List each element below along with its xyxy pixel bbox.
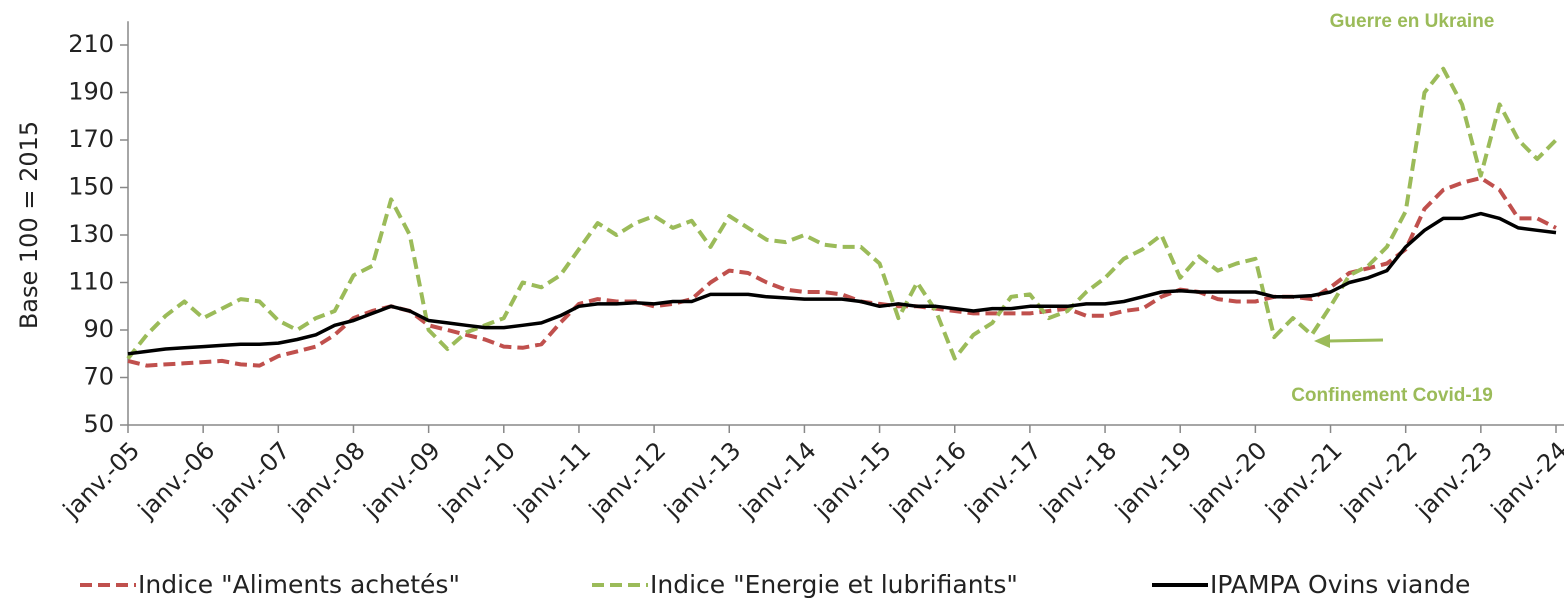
y-tick-label: 50 — [83, 410, 114, 438]
x-tick-label: janv.-13 — [658, 436, 746, 524]
annotation: Confinement Covid-19 — [1291, 385, 1493, 406]
x-tick-label: janv.-07 — [207, 436, 295, 524]
y-tick-label: 130 — [68, 220, 114, 248]
x-tick-label: janv.-09 — [358, 436, 446, 524]
x-tick-label: janv.-08 — [282, 436, 370, 524]
annotation-arrowhead — [1314, 334, 1330, 348]
x-tick-label: janv.-19 — [1109, 436, 1197, 524]
x-tick-label: janv.-15 — [809, 436, 897, 524]
series-line — [126, 66, 1558, 361]
legend-label: IPAMPA Ovins viande — [1210, 570, 1470, 599]
x-tick-label: janv.-10 — [433, 436, 521, 524]
y-tick-label: 190 — [68, 78, 114, 106]
annotation: Guerre en Ukraine — [1330, 11, 1495, 32]
x-tick-label: janv.-06 — [132, 436, 220, 524]
x-tick-label: janv.-20 — [1184, 436, 1272, 524]
x-tick-label: janv.-11 — [508, 436, 596, 524]
y-tick-label: 150 — [68, 173, 114, 201]
x-tick-label: janv.-17 — [959, 436, 1047, 524]
y-tick-label: 170 — [68, 125, 114, 153]
y-tick-label: 70 — [83, 363, 114, 391]
x-tick-label: janv.-23 — [1410, 436, 1498, 524]
y-axis-label: Base 100 = 2015 — [15, 121, 43, 329]
x-tick-label: janv.-24 — [1485, 436, 1564, 524]
x-tick-label: janv.-05 — [57, 436, 145, 524]
x-tick-label: janv.-18 — [1034, 436, 1122, 524]
x-tick-label: janv.-12 — [583, 436, 671, 524]
annotation-arrow — [1327, 338, 1384, 343]
x-tick-label: janv.-22 — [1335, 436, 1423, 524]
legend-label: Indice "Energie et lubrifiants" — [650, 570, 1018, 599]
y-tick-label: 110 — [68, 268, 114, 296]
x-tick-label: janv.-14 — [733, 436, 821, 524]
x-tick-label: janv.-21 — [1259, 436, 1347, 524]
series-line — [127, 211, 1557, 356]
series-line — [127, 176, 1557, 368]
legend-label: Indice "Aliments achetés" — [138, 570, 460, 599]
y-tick-label: 90 — [83, 315, 114, 343]
y-tick-label: 210 — [68, 30, 114, 58]
x-tick-label: janv.-16 — [884, 436, 972, 524]
